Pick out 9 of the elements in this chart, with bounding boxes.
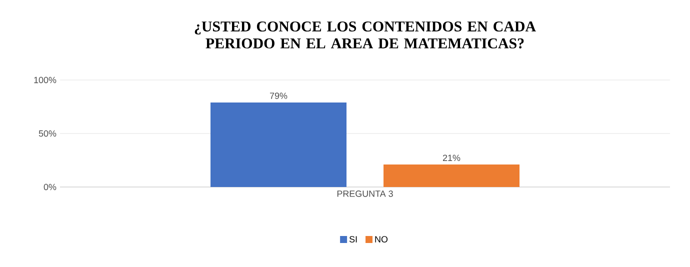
y-tick-label: 50%: [38, 130, 56, 137]
legend-label: NO: [375, 236, 388, 242]
x-tick-label: PREGUNTA 3: [337, 190, 393, 197]
chart-title: ¿USTED CONOCE LOS CONTENIDOS EN CADA PERIODO EN EL AREA DE MATEMATICAS?: [194, 21, 536, 49]
legend-label: SI: [349, 236, 357, 242]
data-label: 79%: [270, 92, 288, 99]
y-tick-label: 0%: [44, 184, 56, 190]
y-tick-label: 100%: [34, 76, 56, 84]
data-label: 21%: [442, 154, 460, 162]
